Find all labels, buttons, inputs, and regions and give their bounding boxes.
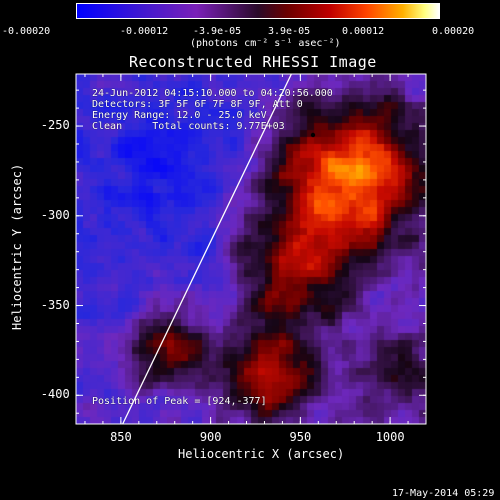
x-tick-label-950: 950 bbox=[289, 430, 312, 444]
info-clean-counts: Clean Total counts: 9.77E+03 bbox=[92, 121, 285, 132]
footer-timestamp: 17-May-2014 05:29 bbox=[392, 488, 495, 499]
x-tick-label-1000: 1000 bbox=[375, 430, 405, 444]
colorbar-tick-6: 0.00020 bbox=[432, 26, 475, 37]
colorbar-tick-1: -0.00020 bbox=[2, 26, 51, 37]
info-peak-position: Position of Peak = [924,-377] bbox=[92, 396, 267, 407]
plot-title: Reconstructed RHESSI Image bbox=[129, 53, 377, 71]
colorbar bbox=[76, 3, 440, 19]
y-tick-label-minus300: -300 bbox=[40, 207, 70, 222]
image-plot-area: 24-Jun-2012 04:15:10.000 to 04:20:56.000… bbox=[76, 74, 426, 424]
info-energy-range: Energy Range: 12.0 - 25.0 keV bbox=[92, 110, 267, 121]
y-tick-label-minus350: -350 bbox=[40, 297, 70, 312]
colorbar-tick-4: 3.9e-05 bbox=[268, 26, 311, 37]
colorbar-tick-5: 0.00012 bbox=[342, 26, 385, 37]
info-time-range: 24-Jun-2012 04:15:10.000 to 04:20:56.000 bbox=[92, 88, 333, 99]
colorbar-tick-3: -3.9e-05 bbox=[193, 26, 242, 37]
y-axis-label: Heliocentric Y (arcsec) bbox=[10, 163, 24, 330]
x-tick-label-900: 900 bbox=[199, 430, 222, 444]
colorbar-units: (photons cm⁻² s⁻¹ asec⁻²) bbox=[190, 38, 341, 49]
y-tick-label-minus400: -400 bbox=[40, 387, 70, 402]
x-axis-label: Heliocentric X (arcsec) bbox=[178, 447, 345, 461]
y-tick-label-minus250: -250 bbox=[40, 118, 70, 133]
info-detectors: Detectors: 3F 5F 6F 7F 8F 9F, Att 0 bbox=[92, 99, 303, 110]
x-tick-label-850: 850 bbox=[110, 430, 132, 444]
colorbar-tick-2: -0.00012 bbox=[120, 26, 169, 37]
